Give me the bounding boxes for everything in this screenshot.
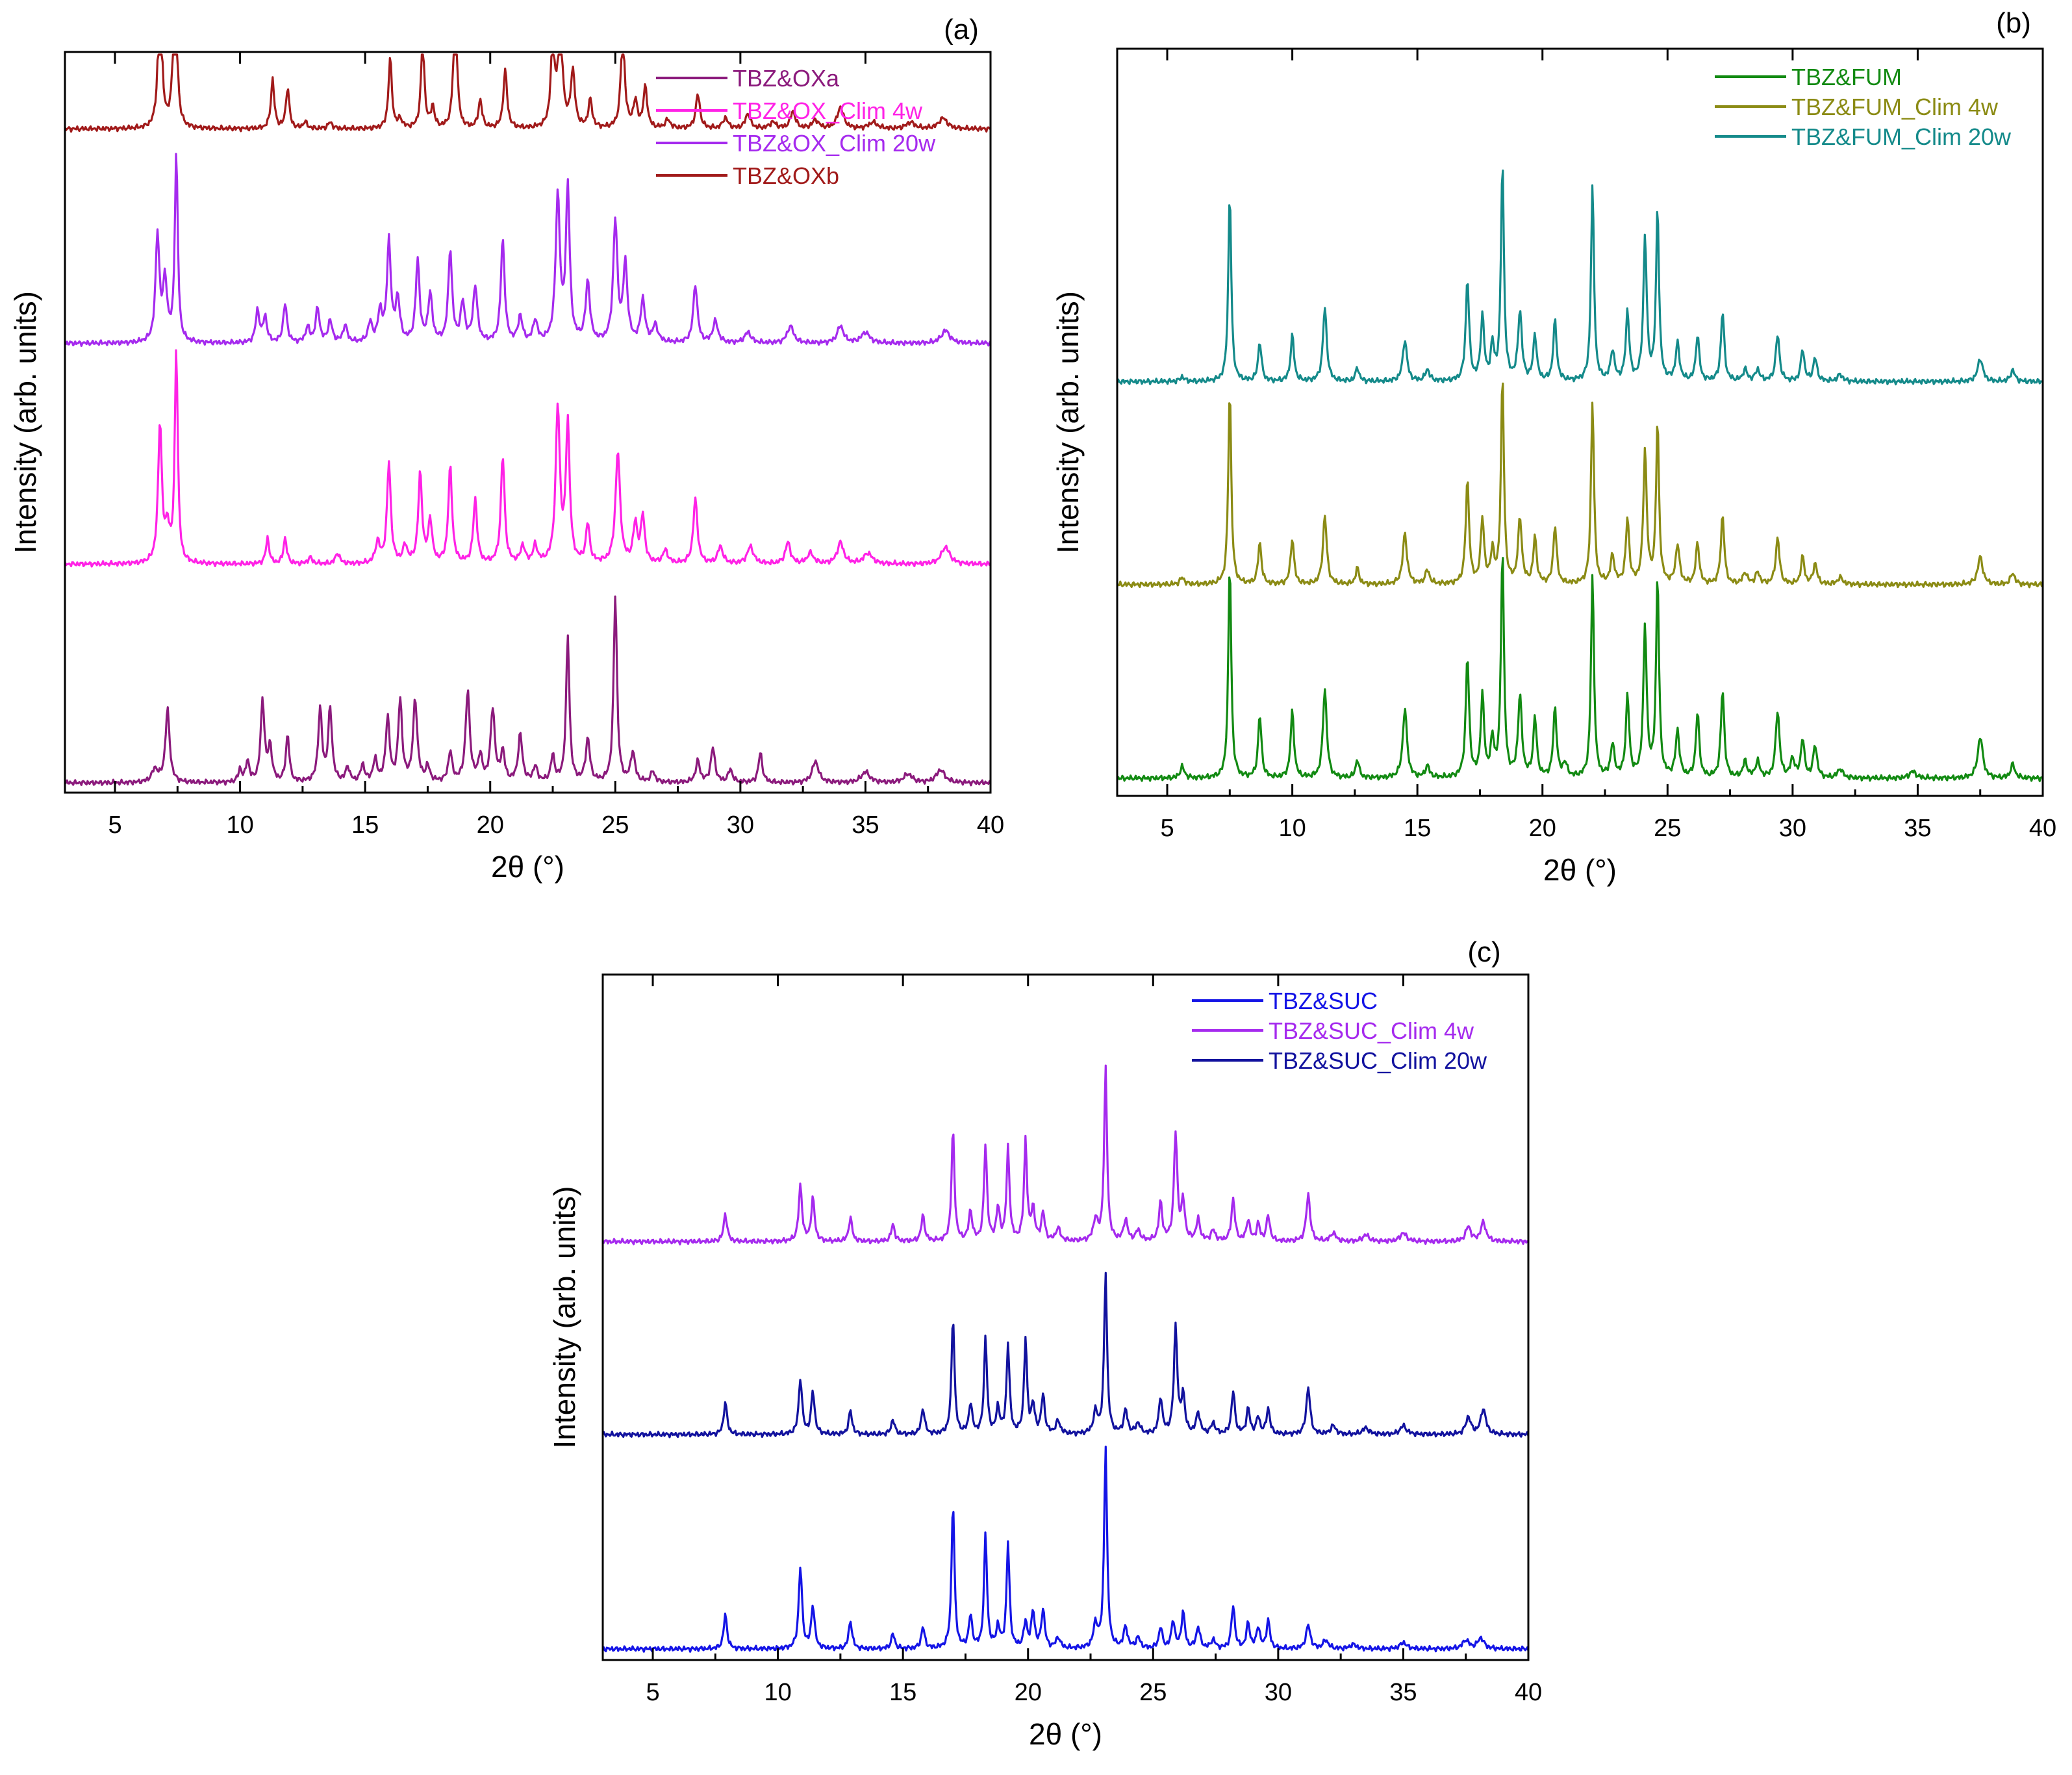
x-tick-label: 35 [1389,1679,1417,1706]
x-tick-label: 15 [351,811,379,839]
panel-label: (b) [1996,7,2031,39]
x-tick-label: 35 [1904,815,1931,842]
x-tick-label: 10 [226,811,253,839]
x-tick-label: 30 [1265,1679,1292,1706]
legend-label: TBZ&OX_Clim 20w [733,130,936,157]
legend-label: TBZ&OX_Clim 4w [733,97,923,124]
x-tick-label: 25 [601,811,629,839]
x-tick-label: 10 [764,1679,791,1706]
legend-label: TBZ&SUC_Clim 4w [1269,1017,1474,1044]
x-axis-label: 2θ (°) [1543,853,1617,887]
series-line-tbz-oxa [64,595,992,787]
legend-label: TBZ&FUM_Clim 4w [1791,94,1999,120]
plot-frame [601,973,1530,1661]
x-tick-label: 40 [977,811,1004,839]
series-line-tbz-fum-clim-4w [1116,382,2044,589]
x-tick-label: 5 [1160,815,1174,842]
panel-b: 5 10 15 20 25 30 35 40 2θ (°) Intensity (arb. uni… [1051,7,2056,887]
x-tick-label: 40 [1515,1679,1542,1706]
series-line-tbz-suc [601,1446,1530,1653]
x-tick-label: 10 [1278,815,1306,842]
x-tick-label: 5 [646,1679,659,1706]
y-axis-label: Intensity (arb. units) [1051,291,1085,554]
legend-label: TBZ&SUC_Clim 20w [1269,1047,1487,1074]
panel-label: (c) [1467,936,1500,968]
legend-label: TBZ&OXa [733,65,840,92]
legend-label: TBZ&SUC [1269,988,1378,1014]
plot-frame [64,51,992,794]
x-tick-label: 40 [2029,815,2056,842]
y-axis-label: Intensity (arb. units) [548,1186,581,1449]
x-tick-label: 25 [1139,1679,1167,1706]
x-tick-label: 15 [1404,815,1431,842]
panel-c: 5 10 15 20 25 30 35 40 2θ (°) Intensity (arb. uni… [548,936,1542,1751]
x-tick-label: 25 [1654,815,1681,842]
plot-frame [1116,47,2044,797]
legend-label: TBZ&FUM_Clim 20w [1791,123,2012,150]
x-tick-label: 30 [727,811,754,839]
series-line-tbz-suc-clim-4w [601,1064,1529,1245]
panel-label: (a) [944,14,979,45]
x-tick-label: 30 [1779,815,1806,842]
x-axis-label: 2θ (°) [1029,1717,1102,1751]
x-tick-label: 20 [1015,1679,1042,1706]
series-line-tbz-fum-clim-20w [1116,169,2043,386]
series-line-tbz-oxb [64,53,991,133]
x-tick-label: 5 [108,811,121,839]
series-line-tbz-fum [1116,557,2043,782]
x-tick-label: 35 [852,811,879,839]
series-line-tbz-suc-clim-20w [601,1271,1530,1438]
x-tick-label: 20 [477,811,504,839]
legend-label: TBZ&OXb [733,162,839,189]
x-axis-label: 2θ (°) [491,850,564,884]
x-tick-label: 20 [1529,815,1556,842]
x-tick-label: 15 [889,1679,916,1706]
legend-label: TBZ&FUM [1791,64,1902,90]
panel-a: 5 10 15 20 25 30 35 40 2θ (°) Intensity (arb. uni… [8,14,1004,884]
series-line-tbz-ox-clim-20w [64,153,992,348]
y-axis-label: Intensity (arb. units) [8,291,42,554]
series-line-tbz-ox-clim-4w [64,349,991,568]
